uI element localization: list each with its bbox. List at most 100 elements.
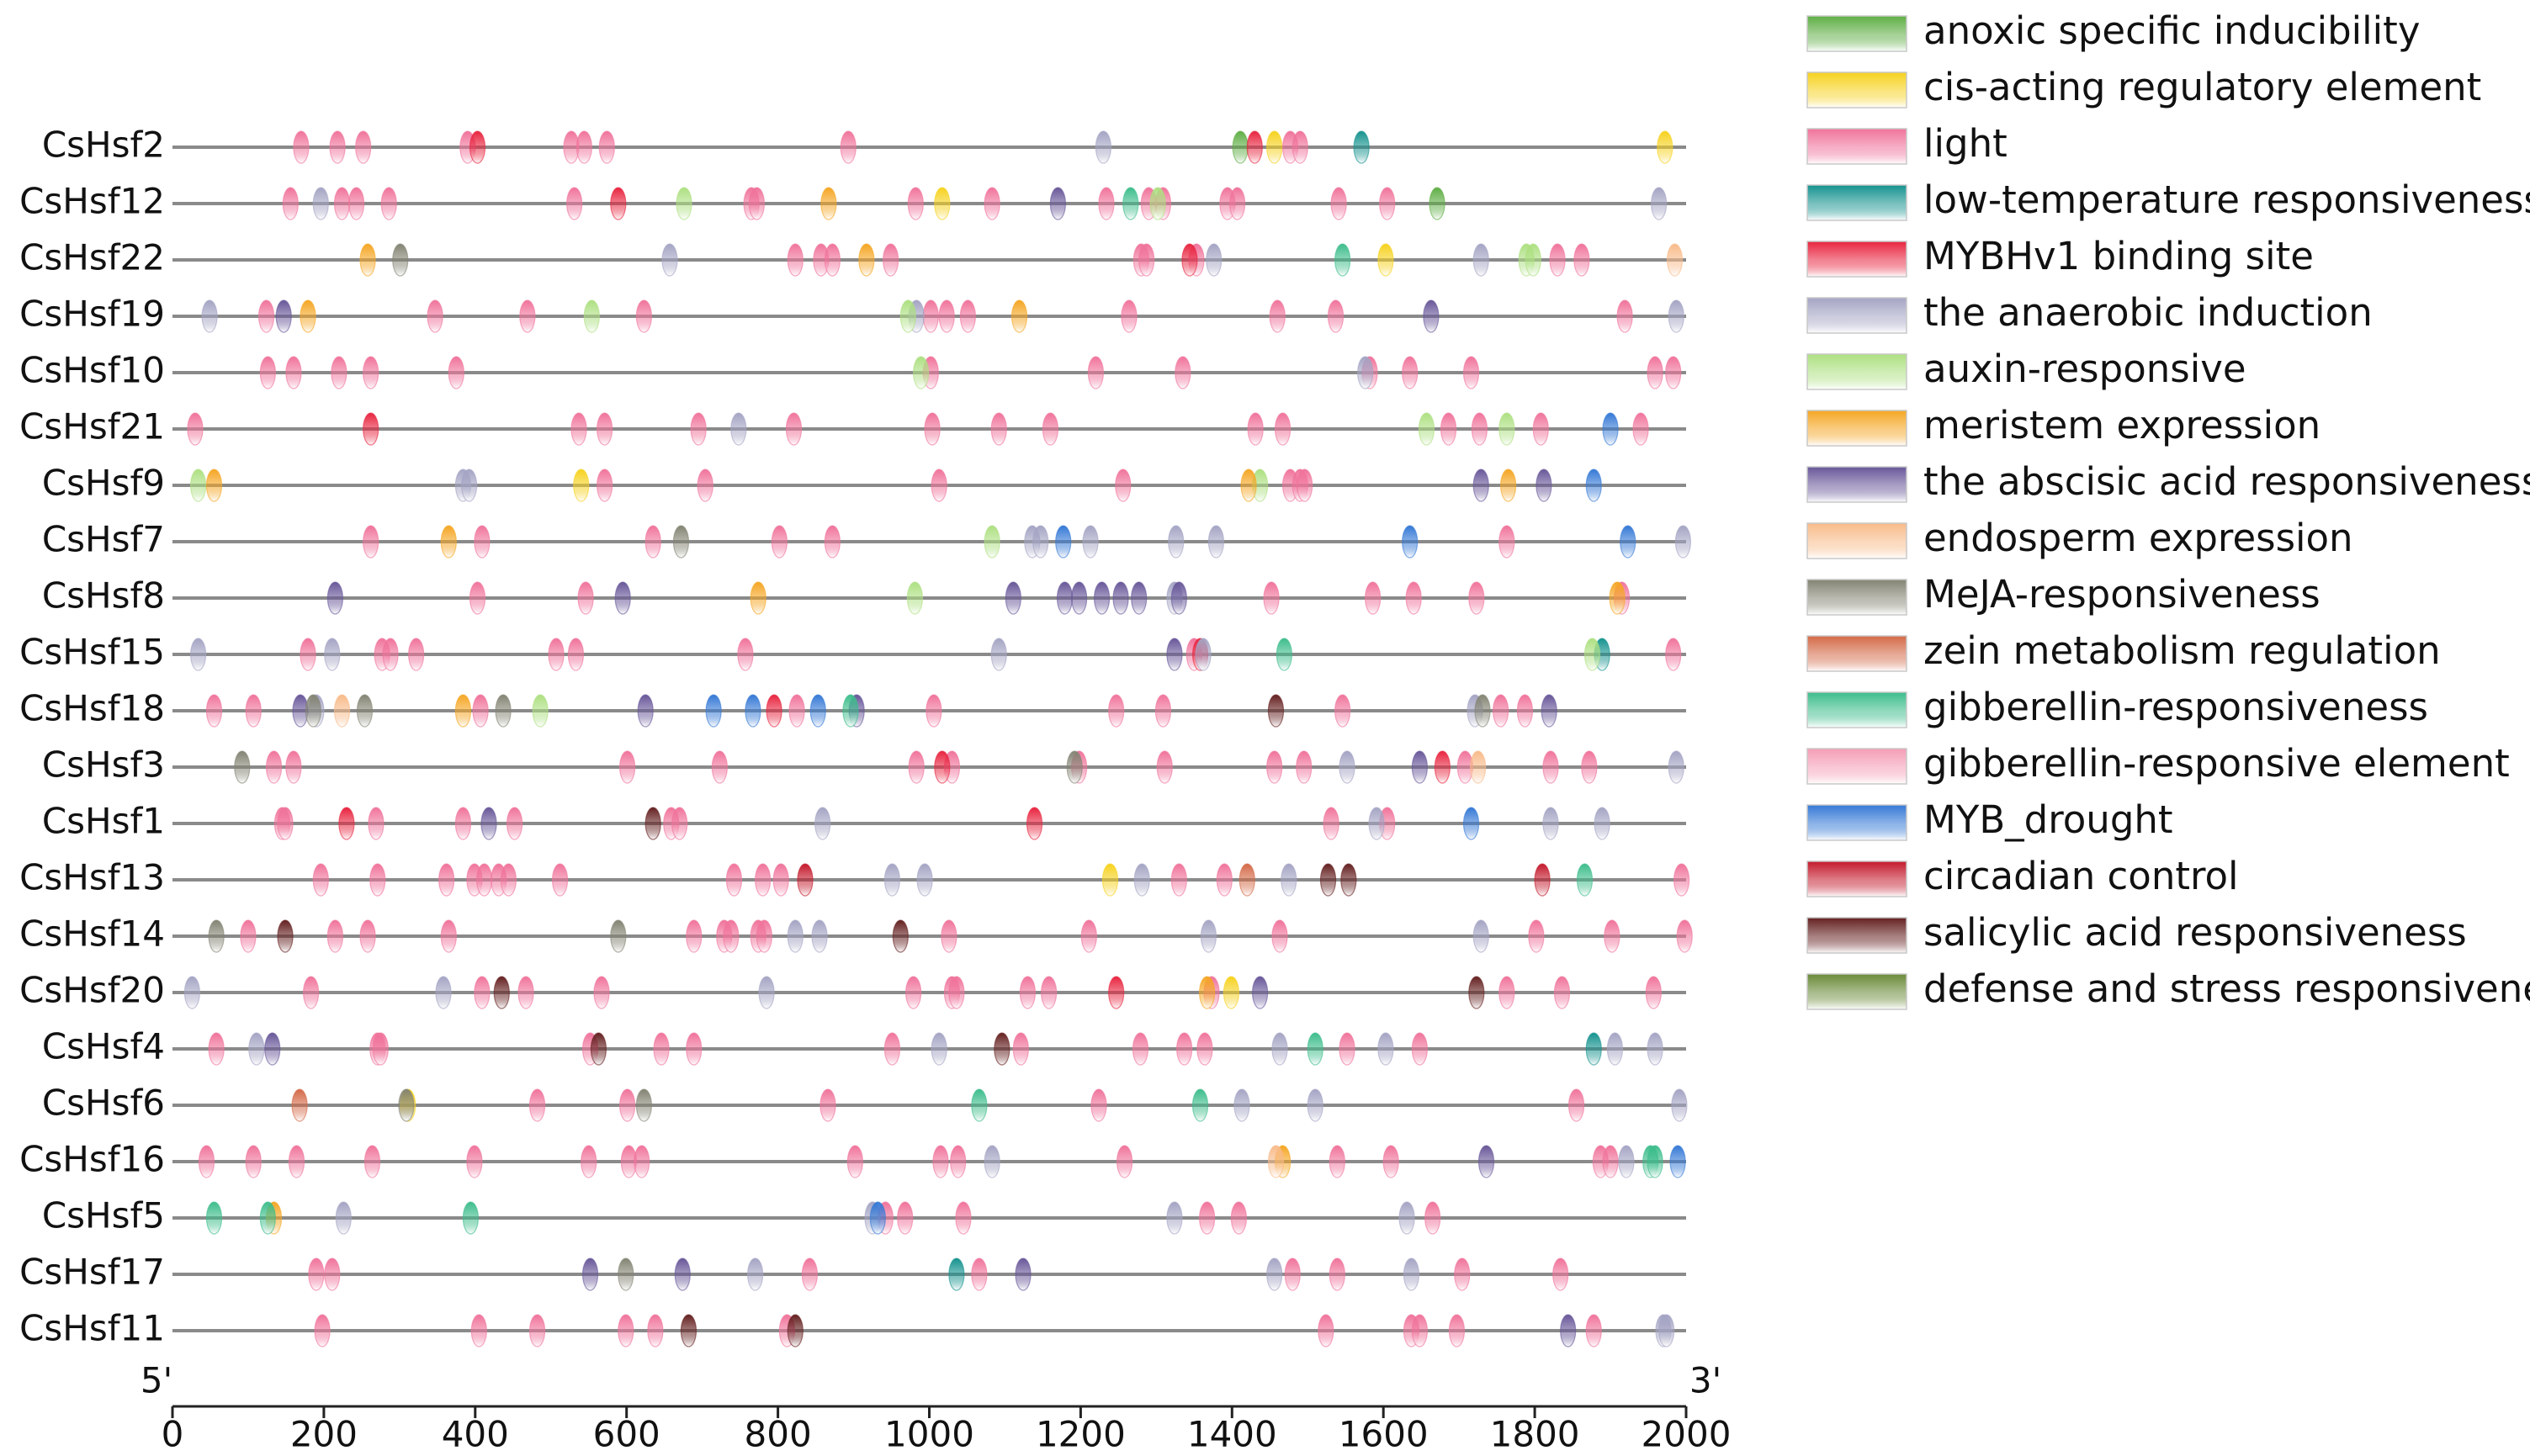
cis-element <box>1168 525 1185 559</box>
cis-element <box>1585 1032 1602 1066</box>
cis-element <box>644 525 661 559</box>
cis-element <box>948 976 965 1009</box>
cis-element <box>1269 299 1286 333</box>
cis-element <box>948 1257 965 1291</box>
cis-element <box>240 919 257 953</box>
cis-element <box>787 243 804 277</box>
cis-element <box>1493 694 1509 728</box>
cis-element <box>635 299 652 333</box>
cis-element <box>1267 694 1285 728</box>
legend-swatch <box>1806 15 1907 52</box>
cis-element <box>1010 299 1028 333</box>
cis-element <box>1402 356 1419 389</box>
cis-element <box>1196 1032 1213 1066</box>
cis-element <box>1223 976 1240 1009</box>
cis-element <box>474 976 491 1009</box>
x-tick-label: 0 <box>162 1414 184 1455</box>
cis-element <box>1228 187 1246 220</box>
cis-element <box>598 130 615 164</box>
cis-element <box>1620 525 1636 559</box>
cis-element <box>1669 1145 1686 1178</box>
cis-element <box>1138 243 1155 277</box>
cis-element <box>480 807 497 840</box>
cis-element <box>462 1201 480 1235</box>
cis-element <box>941 919 957 953</box>
cis-element <box>1230 1201 1247 1235</box>
cis-element <box>454 807 472 840</box>
cis-element <box>1567 1088 1585 1122</box>
cis-element <box>1087 356 1104 389</box>
cis-element <box>1195 638 1212 671</box>
cis-element <box>506 807 523 840</box>
cis-element <box>1470 750 1487 784</box>
cis-element <box>583 299 600 333</box>
cis-element <box>1536 469 1552 502</box>
cis-element <box>1149 187 1166 220</box>
cis-element <box>1516 694 1534 728</box>
cis-element <box>1276 638 1292 671</box>
gene-label: CsHsf9 <box>42 463 165 504</box>
cis-element <box>674 1257 691 1291</box>
x-tick-label: 400 <box>442 1414 509 1455</box>
cis-element <box>1329 1257 1345 1291</box>
cis-element <box>1418 412 1435 446</box>
cis-element <box>1440 412 1457 446</box>
cis-element <box>577 581 594 615</box>
cis-element <box>1154 694 1172 728</box>
cis-element <box>908 750 925 784</box>
cis-element <box>1112 581 1129 615</box>
cis-element <box>265 750 283 784</box>
cis-element <box>392 243 409 277</box>
legend-swatch <box>1806 635 1907 672</box>
gene-label: CsHsf19 <box>19 294 165 335</box>
cis-element <box>363 412 379 446</box>
cis-element <box>1176 1032 1193 1066</box>
cis-element <box>1405 581 1422 615</box>
cis-element <box>500 863 517 897</box>
cis-element <box>618 1257 634 1291</box>
cis-element <box>1674 525 1692 559</box>
cis-element <box>285 356 302 389</box>
cis-element <box>1042 412 1059 446</box>
cis-element <box>1594 807 1610 840</box>
gene-label: CsHsf22 <box>19 237 165 278</box>
cis-element <box>924 412 941 446</box>
x-tick-label: 800 <box>745 1414 812 1455</box>
cis-element <box>469 581 486 615</box>
gene-label: CsHsf4 <box>42 1026 165 1067</box>
cis-element <box>1284 1257 1301 1291</box>
cis-element <box>1066 750 1083 784</box>
cis-element <box>333 694 351 728</box>
cis-element <box>931 469 947 502</box>
cis-element <box>1353 130 1370 164</box>
cis-element <box>842 694 859 728</box>
cis-element <box>926 694 942 728</box>
cis-element <box>1133 863 1150 897</box>
cis-element <box>461 469 478 502</box>
cis-element <box>934 750 951 784</box>
cis-element <box>1121 299 1138 333</box>
cis-element <box>1402 525 1419 559</box>
legend-label: defense and stress responsiveness <box>1923 966 2530 1011</box>
gene-label: CsHsf17 <box>19 1252 165 1293</box>
cis-element <box>883 863 901 897</box>
legend-swatch <box>1806 184 1907 221</box>
cis-element <box>1116 1145 1133 1178</box>
cis-element <box>474 525 491 559</box>
cis-element <box>1266 130 1283 164</box>
cis-element <box>1246 130 1263 164</box>
cis-element <box>1434 750 1451 784</box>
cis-element <box>1181 243 1198 277</box>
cis-element <box>495 694 512 728</box>
cis-element <box>1251 976 1269 1009</box>
cis-element <box>905 976 922 1009</box>
cis-element <box>363 356 379 389</box>
cis-element <box>637 694 654 728</box>
cis-element <box>1645 976 1662 1009</box>
cis-element <box>573 469 590 502</box>
cis-element <box>300 638 316 671</box>
legend-label: auxin-responsive <box>1923 347 2246 391</box>
cis-element <box>1604 919 1620 953</box>
gene-label: CsHsf11 <box>19 1308 165 1349</box>
cis-element <box>293 130 310 164</box>
